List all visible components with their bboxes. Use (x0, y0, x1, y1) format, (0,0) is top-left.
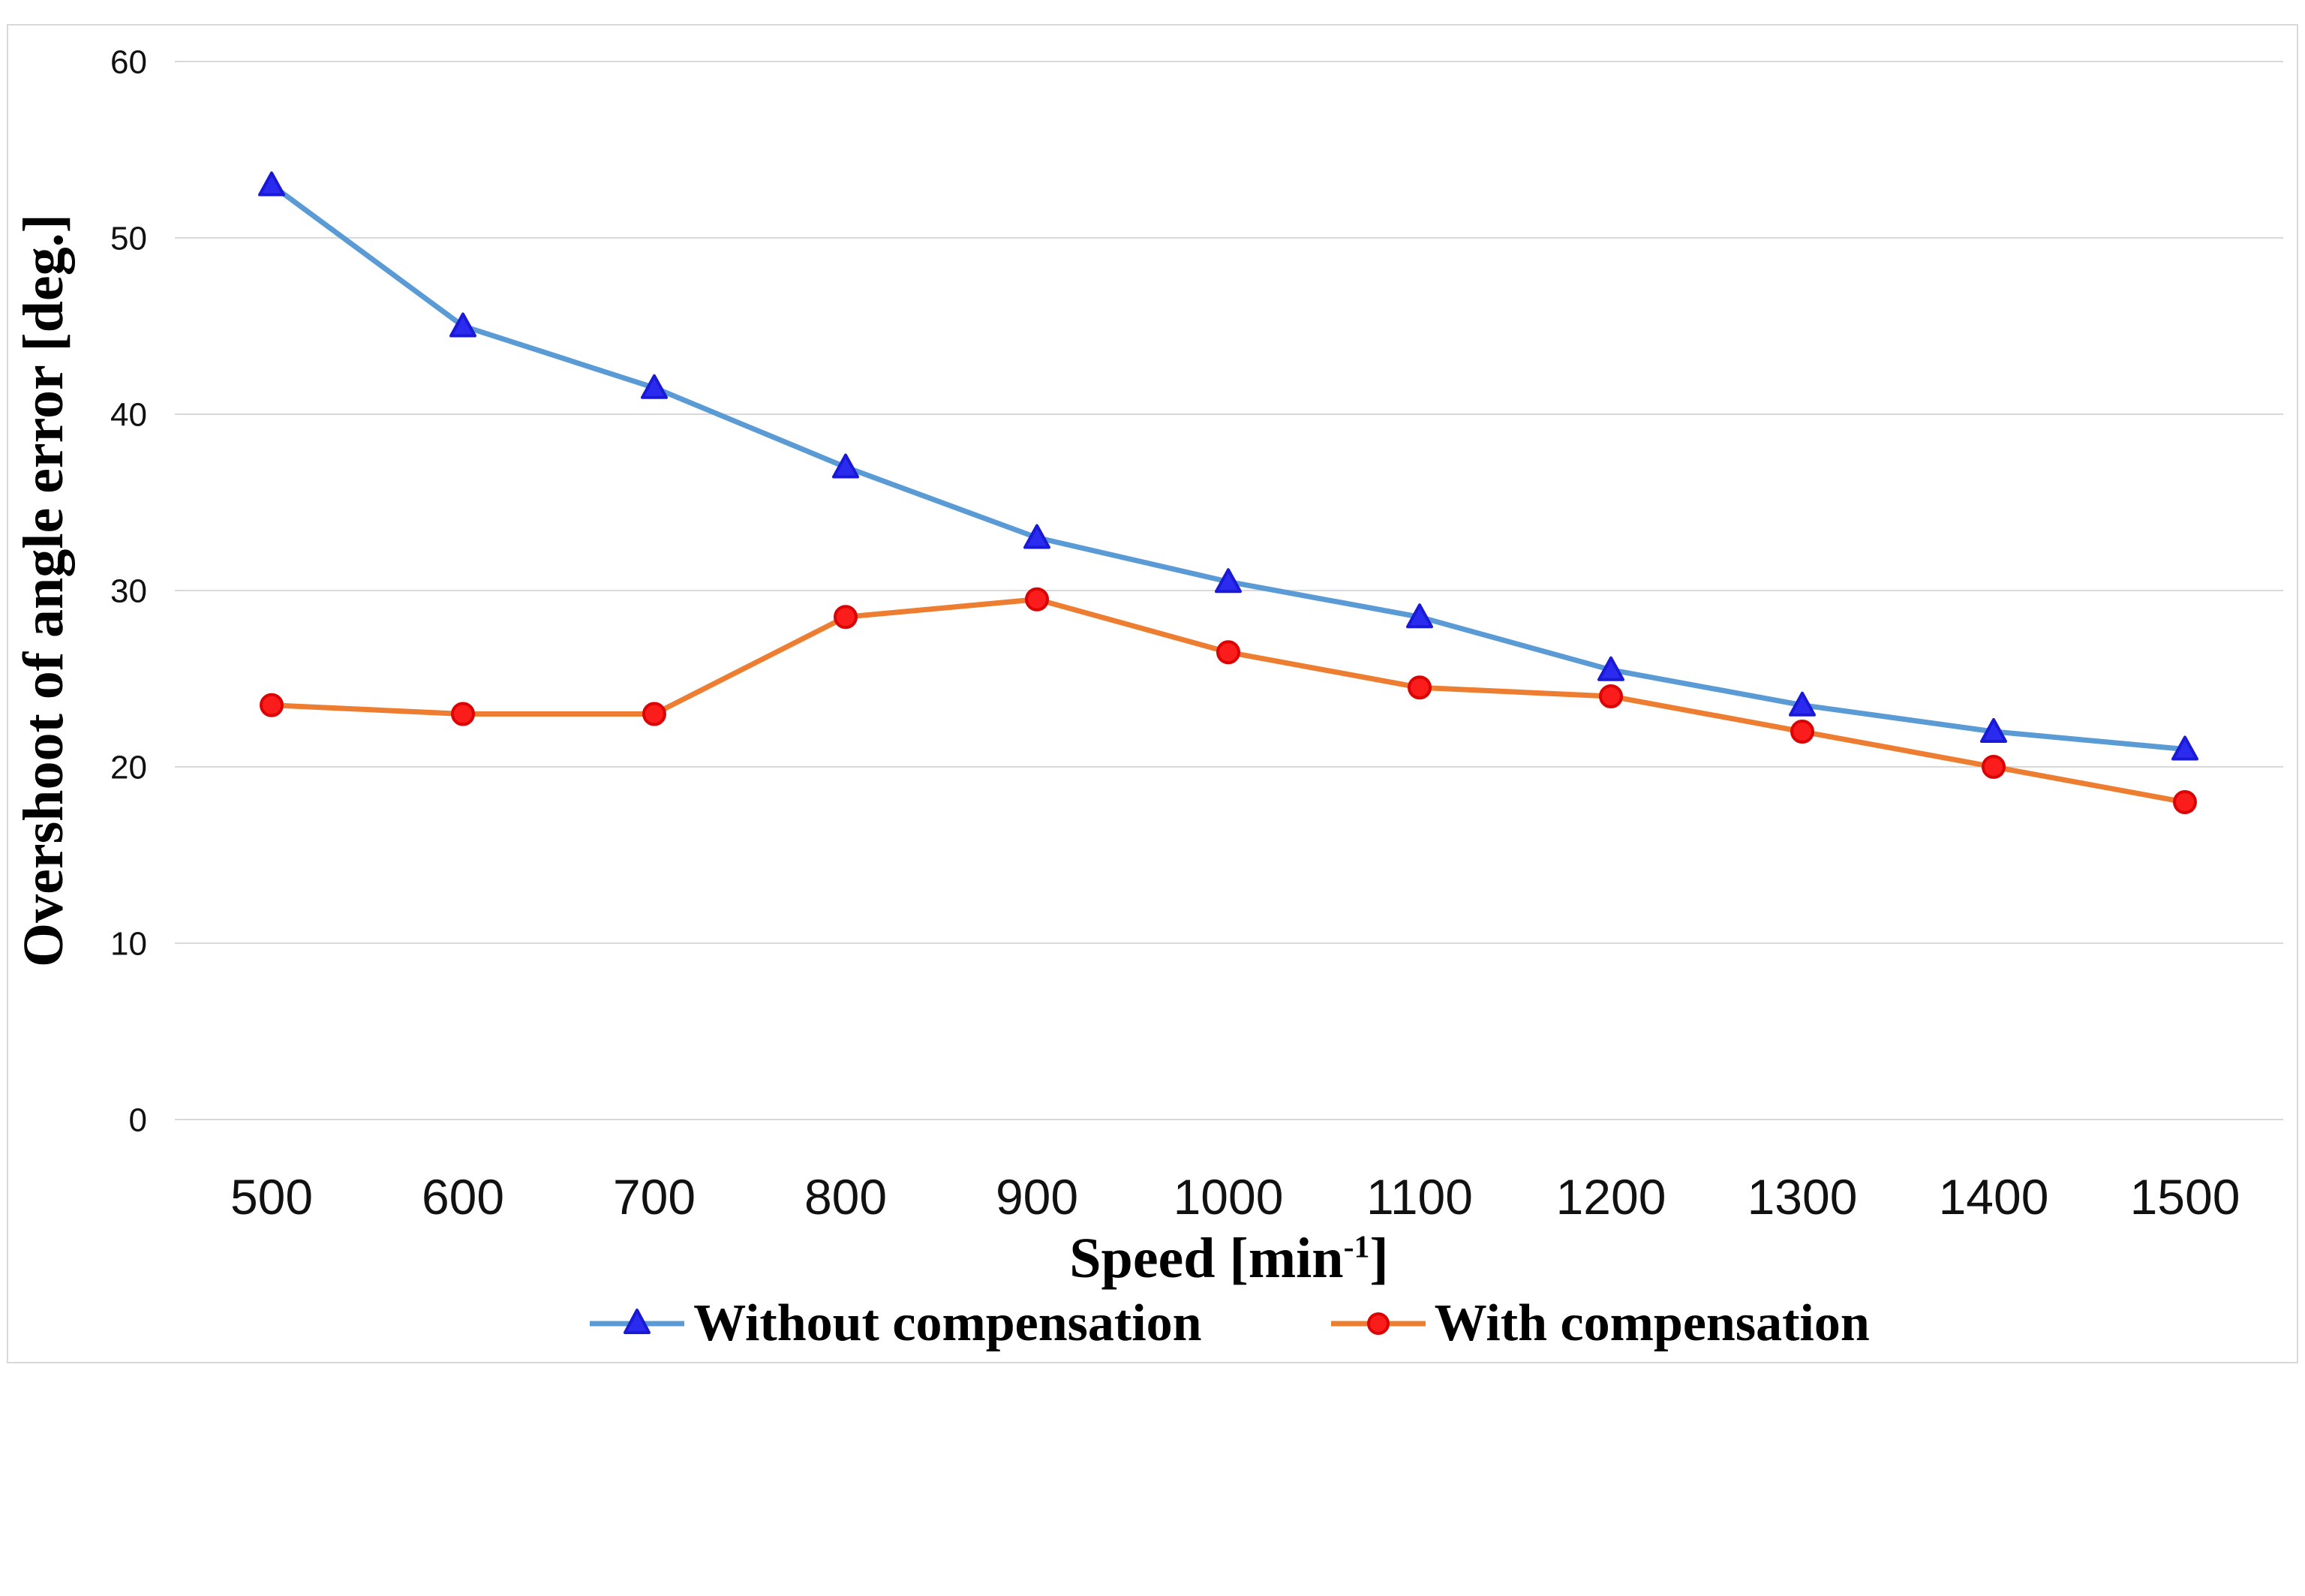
circle-marker-icon (1330, 1312, 1426, 1335)
data-point-marker (260, 693, 284, 717)
x-tick-label: 700 (613, 1169, 696, 1225)
x-tick-label: 1300 (1748, 1169, 1858, 1225)
x-tick-label: 800 (804, 1169, 887, 1225)
y-tick-label: 30 (110, 573, 147, 609)
triangle-marker-icon (590, 1309, 685, 1334)
y-tick-label: 60 (110, 44, 147, 80)
x-tick-label: 600 (422, 1169, 504, 1225)
data-point-marker (2173, 790, 2197, 814)
y-tick-label: 10 (110, 925, 147, 962)
data-point-marker (451, 702, 475, 726)
x-tick-label: 500 (230, 1169, 313, 1225)
data-point-marker (1597, 656, 1624, 681)
x-axis-title-base: Speed [min (1069, 1227, 1344, 1290)
data-point-marker (1023, 524, 1050, 549)
legend-label: Without compensation (693, 1294, 1202, 1352)
x-tick-label: 1500 (2130, 1169, 2240, 1225)
x-axis-title-superscript: -1 (1343, 1230, 1370, 1265)
legend-item-with-compensation: With compensation (1330, 1294, 1870, 1354)
data-point-marker (1215, 568, 1242, 594)
x-tick-label: 1100 (1366, 1169, 1473, 1225)
chart-frame (7, 24, 2298, 1363)
data-point-marker (1982, 755, 2006, 779)
data-point-marker (1789, 691, 1816, 717)
data-point-marker (1790, 720, 1814, 744)
data-point-marker (1408, 675, 1432, 700)
data-point-marker (258, 171, 285, 197)
y-tick-label: 50 (110, 220, 147, 257)
legend-label: With compensation (1434, 1294, 1870, 1352)
data-point-marker (1025, 587, 1049, 612)
data-point-marker (2171, 735, 2198, 761)
x-axis-title: Speed [min-1] (175, 1226, 2283, 1291)
y-tick-label: 40 (110, 396, 147, 433)
data-point-marker (1599, 684, 1623, 708)
data-point-marker (834, 605, 858, 630)
x-tick-label: 1200 (1556, 1169, 1666, 1225)
y-tick-label: 20 (110, 749, 147, 786)
legend: Without compensation With compensation (175, 1288, 2283, 1360)
data-point-marker (1406, 603, 1433, 629)
data-point-marker (449, 312, 476, 338)
series-line-with-compensation (269, 597, 2188, 805)
x-axis-title-close: ] (1369, 1227, 1389, 1290)
x-tick-label: 1000 (1174, 1169, 1284, 1225)
data-point-marker (641, 374, 668, 399)
y-axis-title: Overshoot of angle error [deg.] (12, 214, 75, 967)
x-tick-label: 1400 (1939, 1169, 2049, 1225)
x-tick-label: 900 (996, 1169, 1078, 1225)
data-point-marker (1216, 640, 1240, 665)
data-point-marker (832, 453, 859, 479)
data-point-marker (1980, 718, 2007, 743)
y-tick-label: 0 (129, 1102, 147, 1138)
data-point-marker (642, 702, 666, 726)
legend-item-without-compensation: Without compensation (588, 1294, 1202, 1354)
series-line-without-compensation (269, 182, 2188, 752)
